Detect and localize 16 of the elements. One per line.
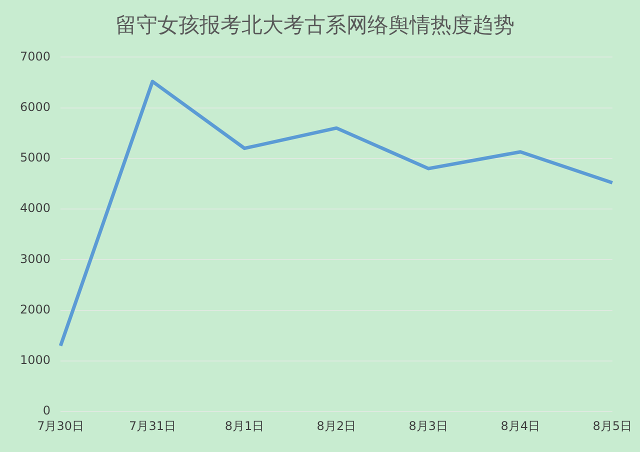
y-tick-label: 7000: [20, 49, 51, 64]
x-tick-label: 8月3日: [408, 418, 448, 433]
x-tick-label: 8月1日: [224, 418, 264, 433]
chart-title: 留守女孩报考北大考古系网络舆情热度趋势: [116, 13, 514, 38]
y-tick-label: 0: [42, 404, 51, 418]
x-tick-label: 8月5日: [592, 418, 632, 433]
x-tick-label: 8月2日: [316, 418, 356, 433]
y-tick-label: 1000: [20, 353, 51, 368]
y-tick-label: 6000: [20, 100, 51, 114]
y-tick-label: 5000: [20, 150, 51, 165]
y-tick-label: 3000: [20, 252, 51, 266]
y-tick-label: 4000: [20, 201, 51, 216]
x-tick-label: 8月4日: [500, 418, 540, 433]
x-tick-label: 7月30日: [37, 418, 84, 433]
y-tick-label: 2000: [20, 302, 51, 316]
x-tick-label: 7月31日: [129, 418, 176, 433]
